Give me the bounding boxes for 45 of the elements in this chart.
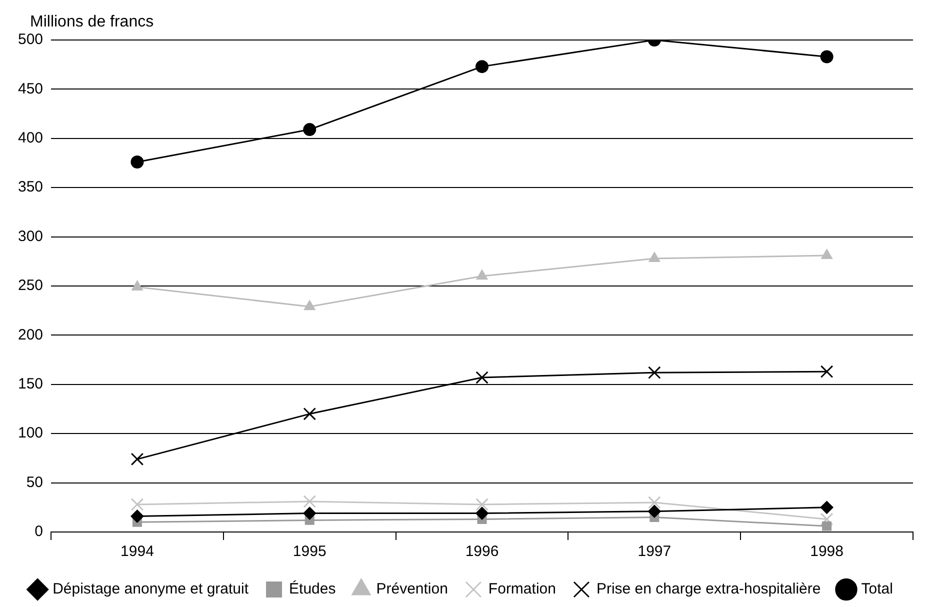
legend-label: Prise en charge extra-hospitalière: [596, 580, 821, 598]
point: [476, 506, 489, 520]
x-tick-label: 1998: [810, 543, 844, 560]
y-tick-label: 350: [18, 178, 44, 196]
point: [303, 408, 316, 420]
legend-label: Total: [861, 580, 893, 598]
y-tick-label: 500: [18, 31, 44, 48]
legend-label: Formation: [488, 580, 556, 598]
y-axis-title: Millions de francs: [30, 13, 154, 30]
point: [304, 300, 316, 310]
y-tick-label: 200: [18, 326, 44, 344]
point: [822, 521, 832, 531]
y-tick-label: 450: [18, 80, 44, 98]
y-tick-label: 400: [18, 130, 44, 147]
point: [820, 512, 834, 526]
point: [303, 495, 316, 508]
point: [476, 371, 488, 384]
y-tick-label: 0: [34, 523, 44, 540]
point: [476, 498, 488, 511]
point: [130, 510, 144, 523]
point: [130, 156, 144, 169]
y-tick-label: 250: [18, 277, 44, 294]
legend-label: Études: [289, 580, 336, 598]
point: [820, 365, 834, 378]
legend-label: Dépistage anonyme et gratuit: [52, 580, 250, 598]
point: [130, 498, 144, 511]
point: [820, 50, 834, 64]
point: [820, 500, 834, 514]
point: [476, 60, 489, 74]
point: [303, 506, 316, 520]
y-tick-label: 300: [18, 228, 44, 245]
point: [476, 270, 488, 280]
x-tick-label: 1996: [465, 543, 499, 560]
point: [648, 504, 661, 518]
x-tick-label: 1997: [638, 543, 672, 560]
point: [648, 496, 661, 509]
x-tick-label: 1994: [120, 543, 154, 560]
y-tick-label: 100: [18, 424, 44, 442]
point: [130, 452, 144, 466]
y-tick-label: 50: [26, 474, 44, 491]
legend-label: Prévention: [376, 580, 448, 598]
x-tick-label: 1995: [292, 543, 326, 560]
y-tick-label: 150: [18, 376, 44, 393]
point: [648, 366, 661, 379]
point: [303, 123, 316, 136]
